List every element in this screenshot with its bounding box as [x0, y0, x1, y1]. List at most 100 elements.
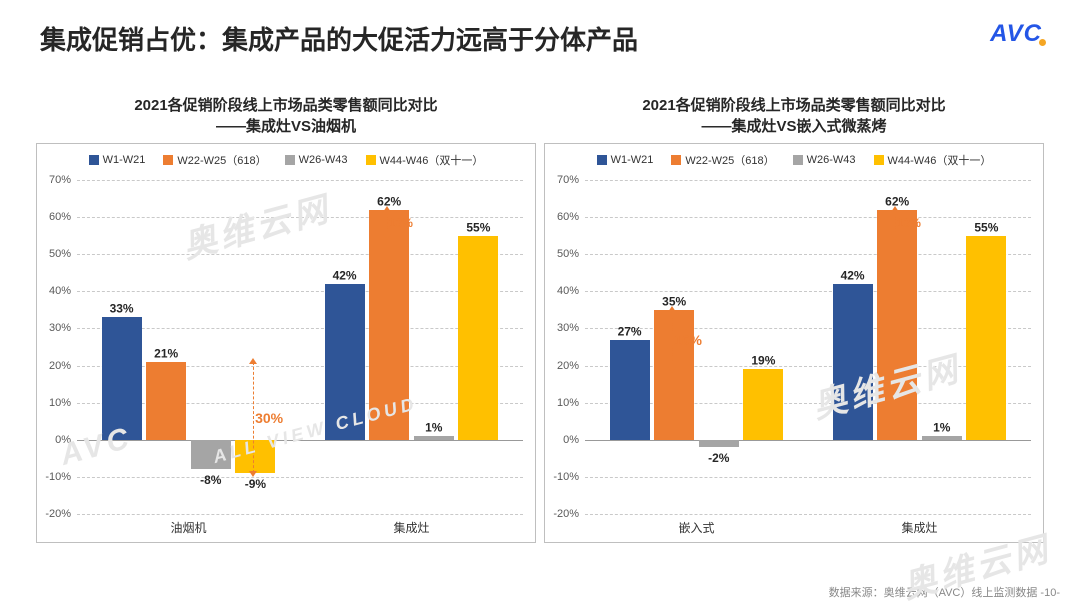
legend-label: W26-W43: [299, 154, 348, 166]
legend-label: W22-W25（618）: [685, 152, 774, 168]
chart-legend: W1-W21 W22-W25（618） W26-W43 W44-W46（双十一）: [545, 144, 1043, 172]
y-tick-label: -10%: [553, 471, 579, 483]
y-tick-label: 20%: [557, 360, 579, 372]
bar: [743, 369, 783, 440]
legend-item: W1-W21: [89, 152, 146, 168]
x-category-label: 集成灶: [300, 519, 523, 536]
x-category-label: 集成灶: [808, 519, 1031, 536]
bar-value-label: 42%: [833, 269, 873, 283]
y-tick-label: 70%: [557, 174, 579, 186]
diff-annotation-label: 13%: [389, 216, 413, 230]
diff-annotation: 30%: [233, 362, 273, 473]
x-category-label: 油烟机: [77, 519, 300, 536]
bar: [414, 436, 454, 440]
bar: [833, 284, 873, 440]
page-title: 集成促销占优：集成产品的大促活力远高于分体产品: [40, 20, 638, 57]
y-tick-label: 50%: [557, 248, 579, 260]
zero-line: [585, 440, 1031, 441]
y-tick-label: 60%: [49, 211, 71, 223]
legend-item: W44-W46（双十一）: [874, 152, 992, 168]
y-tick-label: 10%: [49, 397, 71, 409]
x-axis: 油烟机集成灶: [77, 519, 523, 536]
bar: [369, 210, 409, 440]
bar: [458, 236, 498, 440]
y-tick-label: 70%: [49, 174, 71, 186]
legend-item: W22-W25（618）: [163, 152, 266, 168]
bar: [699, 440, 739, 447]
avc-logo: AVC: [990, 20, 1042, 48]
logo-dot: [1039, 39, 1046, 46]
bar-value-label: 27%: [610, 324, 650, 338]
legend-swatch: [874, 155, 884, 165]
y-tick-label: -20%: [45, 508, 71, 520]
logo-text: AVC: [990, 20, 1042, 47]
diff-annotation: 13%: [875, 210, 915, 236]
bar-value-label: 1%: [922, 421, 962, 435]
bar: [877, 210, 917, 440]
y-tick-label: 20%: [49, 360, 71, 372]
bar-value-label: 33%: [102, 302, 142, 316]
grid-line: [585, 403, 1031, 404]
legend-swatch: [285, 155, 295, 165]
plot-area: -20%-10%0%10%20%30%40%50%60%70%33%21%-8%…: [77, 180, 523, 514]
legend-item: W22-W25（618）: [671, 152, 774, 168]
bar: [146, 362, 186, 440]
grid-line: [585, 217, 1031, 218]
plot-area: -20%-10%0%10%20%30%40%50%60%70%27%35%-2%…: [585, 180, 1031, 514]
bar-value-label: -8%: [191, 473, 231, 487]
legend-swatch: [671, 155, 681, 165]
y-tick-label: 40%: [49, 285, 71, 297]
legend-label: W1-W21: [103, 154, 146, 166]
grid-line: [585, 180, 1031, 181]
legend-item: W26-W43: [285, 152, 348, 168]
legend-label: W44-W46（双十一）: [380, 152, 484, 168]
bar: [191, 440, 231, 470]
bar: [610, 340, 650, 440]
grid-line: [585, 291, 1031, 292]
y-tick-label: 40%: [557, 285, 579, 297]
diff-annotation-label: 16%: [674, 332, 702, 348]
chart-block: 2021各促销阶段线上市场品类零售额同比对比 ——集成灶VS油烟机W1-W21W…: [36, 95, 536, 543]
bar: [325, 284, 365, 440]
legend-swatch: [793, 155, 803, 165]
legend-item: W44-W46（双十一）: [366, 152, 484, 168]
legend-label: W1-W21: [611, 154, 654, 166]
legend-swatch: [163, 155, 173, 165]
y-tick-label: 60%: [557, 211, 579, 223]
y-tick-label: 10%: [557, 397, 579, 409]
chart-title: 2021各促销阶段线上市场品类零售额同比对比 ——集成灶VS油烟机: [36, 95, 536, 137]
grid-line: [77, 180, 523, 181]
charts-container: 2021各促销阶段线上市场品类零售额同比对比 ——集成灶VS油烟机W1-W21W…: [36, 95, 1044, 543]
y-tick-label: 30%: [49, 322, 71, 334]
legend-swatch: [597, 155, 607, 165]
chart-legend: W1-W21 W22-W25（618） W26-W43 W44-W46（双十一）: [37, 144, 535, 172]
grid-line: [77, 403, 523, 404]
chart-plot: W1-W21 W22-W25（618） W26-W43 W44-W46（双十一） -20…: [544, 143, 1044, 543]
chart-title: 2021各促销阶段线上市场品类零售额同比对比 ——集成灶VS嵌入式微蒸烤: [544, 95, 1044, 137]
chart-plot: W1-W21 W22-W25（618） W26-W43 W44-W46（双十一） -20…: [36, 143, 536, 543]
legend-label: W44-W46（双十一）: [888, 152, 992, 168]
legend-item: W1-W21: [597, 152, 654, 168]
grid-line: [77, 366, 523, 367]
grid-line: [585, 477, 1031, 478]
diff-annotation-label: 13%: [897, 216, 921, 230]
y-tick-label: -10%: [45, 471, 71, 483]
bar-value-label: 55%: [458, 220, 498, 234]
grid-line: [585, 514, 1031, 515]
x-axis: 嵌入式集成灶: [585, 519, 1031, 536]
grid-line: [77, 217, 523, 218]
y-tick-label: 0%: [55, 434, 71, 446]
bar-value-label: 21%: [146, 346, 186, 360]
legend-item: W26-W43: [793, 152, 856, 168]
bar-value-label: 1%: [414, 421, 454, 435]
zero-line: [77, 440, 523, 441]
grid-line: [77, 477, 523, 478]
grid-line: [77, 254, 523, 255]
legend-label: W26-W43: [807, 154, 856, 166]
footer-source: 数据来源：奥维云网（AVC）线上监测数据 -10-: [829, 584, 1060, 600]
legend-swatch: [366, 155, 376, 165]
legend-label: W22-W25（618）: [177, 152, 266, 168]
diff-annotation: 13%: [367, 210, 407, 236]
y-tick-label: -20%: [553, 508, 579, 520]
y-tick-label: 50%: [49, 248, 71, 260]
